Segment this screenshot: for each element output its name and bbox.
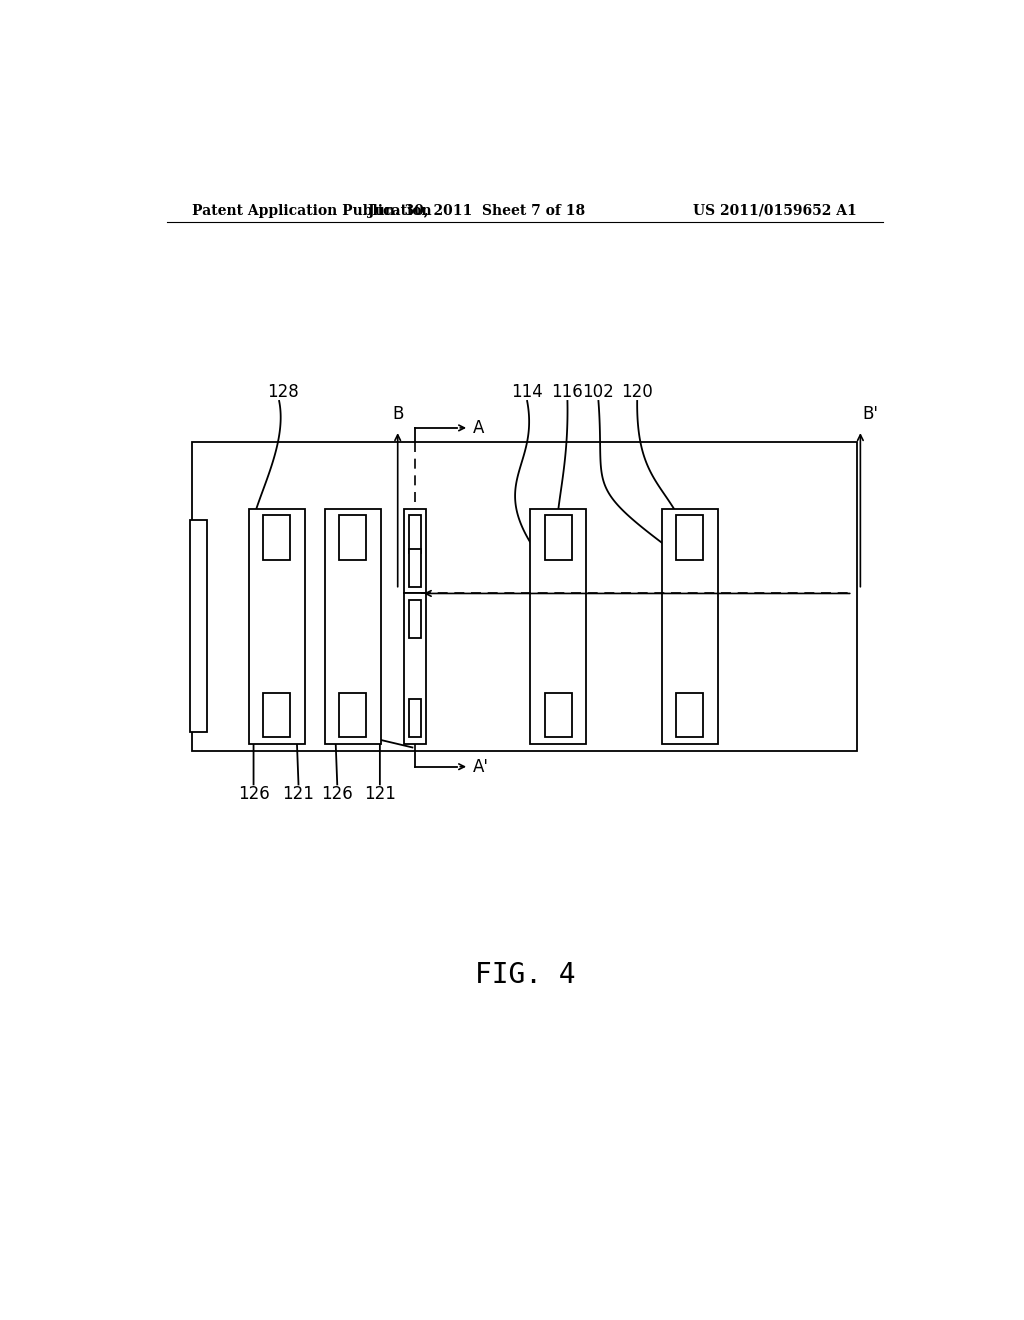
Bar — [545, 515, 571, 560]
Bar — [676, 515, 703, 560]
Text: Patent Application Publication: Patent Application Publication — [191, 203, 431, 218]
Bar — [263, 515, 291, 560]
Text: 128: 128 — [267, 383, 299, 401]
Bar — [409, 599, 421, 638]
Bar — [530, 508, 586, 743]
Text: B: B — [392, 404, 403, 422]
Bar — [191, 442, 856, 751]
Bar — [409, 700, 421, 738]
Text: 116: 116 — [552, 383, 584, 401]
Text: 120: 120 — [622, 383, 653, 401]
Text: 102: 102 — [583, 383, 614, 401]
Text: A': A' — [473, 758, 488, 776]
Bar — [403, 594, 426, 743]
Bar — [190, 520, 207, 733]
Text: 126: 126 — [238, 784, 269, 803]
Text: 114: 114 — [511, 383, 543, 401]
Text: FIG. 4: FIG. 4 — [474, 961, 575, 989]
Text: A: A — [473, 418, 484, 437]
Bar — [403, 508, 426, 594]
Text: 126: 126 — [322, 784, 353, 803]
Bar — [409, 549, 421, 587]
Bar — [662, 508, 718, 743]
Bar — [263, 693, 291, 738]
Bar — [339, 693, 367, 738]
Bar — [249, 508, 305, 743]
Text: US 2011/0159652 A1: US 2011/0159652 A1 — [693, 203, 856, 218]
Text: 121: 121 — [364, 784, 396, 803]
Text: B': B' — [862, 404, 878, 422]
Bar — [676, 693, 703, 738]
Bar — [339, 515, 367, 560]
Bar — [545, 693, 571, 738]
Text: 121: 121 — [283, 784, 314, 803]
Bar — [409, 515, 421, 553]
Bar — [325, 508, 381, 743]
Text: Jun. 30, 2011  Sheet 7 of 18: Jun. 30, 2011 Sheet 7 of 18 — [369, 203, 586, 218]
